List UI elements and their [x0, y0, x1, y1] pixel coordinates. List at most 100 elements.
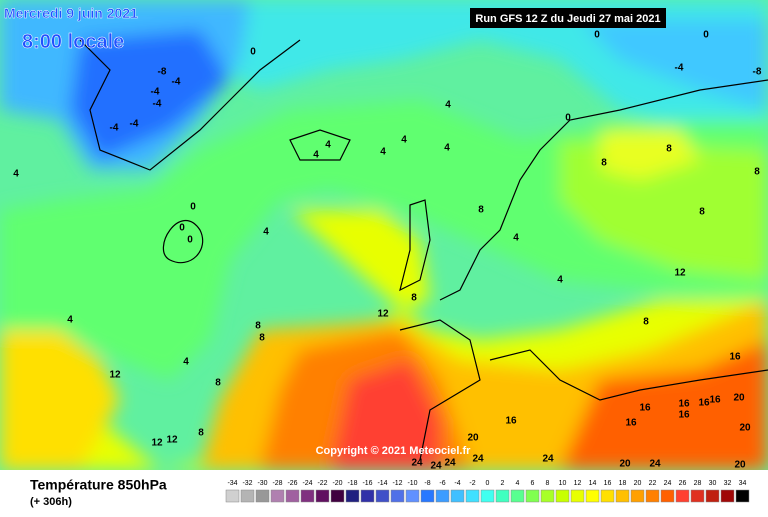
scale-label: -34: [227, 480, 237, 487]
scale-label: -14: [377, 480, 387, 487]
contour-label: 20: [739, 423, 751, 434]
contour-label: 4: [67, 315, 73, 326]
contour-label: 4: [380, 147, 386, 158]
contour-label: 8: [601, 158, 607, 169]
scale-swatch: [360, 489, 375, 503]
scale-label: 4: [516, 480, 520, 487]
contour-label: 8: [754, 167, 760, 178]
contour-label: -4: [110, 123, 119, 134]
scale-swatch: [600, 489, 615, 503]
valid-date: Mercredi 9 juin 2021: [4, 5, 138, 21]
run-info: Run GFS 12 Z du Jeudi 27 mai 2021: [475, 13, 660, 25]
scale-swatch: [315, 489, 330, 503]
scale-label: 14: [589, 480, 597, 487]
contour-label: 0: [179, 223, 185, 234]
contour-label: 8: [699, 207, 705, 218]
contour-label: 4: [444, 143, 450, 154]
contour-label: 8: [198, 428, 204, 439]
contour-label: 8: [411, 293, 417, 304]
scale-swatch: [705, 489, 720, 503]
run-box: [470, 8, 666, 28]
scale-swatch: [630, 489, 645, 503]
contour-label: 0: [250, 47, 256, 58]
scale-swatch: [660, 489, 675, 503]
contour-label: 16: [625, 418, 637, 429]
contour-label: 4: [313, 150, 319, 161]
contour-label: 12: [377, 309, 389, 320]
field-title: Température 850hPa: [30, 477, 167, 493]
color-scale: -34 -32 -30 -28 -26 -24 -22 -20 -18 -16 -14 -12 -10-…: [225, 480, 750, 503]
contour-label: 24: [430, 461, 442, 472]
scale-swatch: [405, 489, 420, 503]
contour-label: -4: [130, 119, 139, 130]
copyright: Copyright © 2021 Meteociel.fr: [316, 445, 472, 457]
scale-label: 24: [664, 480, 672, 487]
scale-swatch: [540, 489, 555, 503]
scale-swatch: [510, 489, 525, 503]
contour-label: 4: [445, 100, 451, 111]
contour-label: 20: [619, 459, 631, 470]
contour-label: 16: [505, 416, 517, 427]
contour-label: 4: [325, 140, 331, 151]
contour-label: 24: [444, 458, 456, 469]
scale-swatch: [615, 489, 630, 503]
scale-swatch: [570, 489, 585, 503]
scale-swatch: [240, 489, 255, 503]
scale-label: 2: [501, 480, 505, 487]
contour-label: 8: [255, 321, 261, 332]
contour-label: -8: [158, 67, 167, 78]
contour-label: -8: [753, 67, 762, 78]
scale-label: -4: [454, 480, 460, 487]
scale-label: -20: [332, 480, 342, 487]
contour-label: 4: [513, 233, 519, 244]
scale-label: 26: [679, 480, 687, 487]
contour-label: -4: [675, 63, 684, 74]
contour-label: 0: [594, 30, 600, 41]
contour-label: 24: [411, 458, 423, 469]
lead-time: (+ 306h): [30, 496, 72, 508]
scale-swatch: [420, 489, 435, 503]
contour-label: 24: [472, 454, 484, 465]
scale-swatch: [345, 489, 360, 503]
contour-label: 12: [109, 370, 121, 381]
scale-swatch: [735, 489, 750, 503]
contour-label: 12: [166, 435, 178, 446]
scale-swatch: [495, 489, 510, 503]
scale-swatch: [720, 489, 735, 503]
scale-label: -22: [317, 480, 327, 487]
scale-swatch: [270, 489, 285, 503]
contour-label: 24: [542, 454, 554, 465]
contour-label: 16: [678, 399, 690, 410]
scale-label: -8: [424, 480, 430, 487]
contour-label: -4: [151, 87, 160, 98]
scale-swatch: [285, 489, 300, 503]
scale-swatch: [435, 489, 450, 503]
scale-label: 22: [649, 480, 657, 487]
scale-swatch: [375, 489, 390, 503]
scale-label: 20: [634, 480, 642, 487]
scale-label: -12: [392, 480, 402, 487]
scale-label: -24: [302, 480, 312, 487]
scale-swatch: [450, 489, 465, 503]
scale-swatch: [555, 489, 570, 503]
contour-label: 4: [183, 357, 189, 368]
scale-label: 18: [619, 480, 627, 487]
contour-label: 16: [698, 398, 710, 409]
scale-swatch: [330, 489, 345, 503]
contour-label: 16: [639, 403, 651, 414]
contour-label: 0: [190, 202, 196, 213]
scale-label: -16: [362, 480, 372, 487]
scale-label: -6: [439, 480, 445, 487]
scale-swatch: [525, 489, 540, 503]
scale-label: -10: [407, 480, 417, 487]
contour-label: 20: [734, 460, 746, 471]
valid-time: 8:00 locale: [22, 31, 124, 53]
contour-label: 0: [187, 235, 193, 246]
scale-swatch: [675, 489, 690, 503]
contour-label: 8: [215, 378, 221, 389]
scale-label: 34: [739, 480, 747, 487]
scale-label: 12: [574, 480, 582, 487]
